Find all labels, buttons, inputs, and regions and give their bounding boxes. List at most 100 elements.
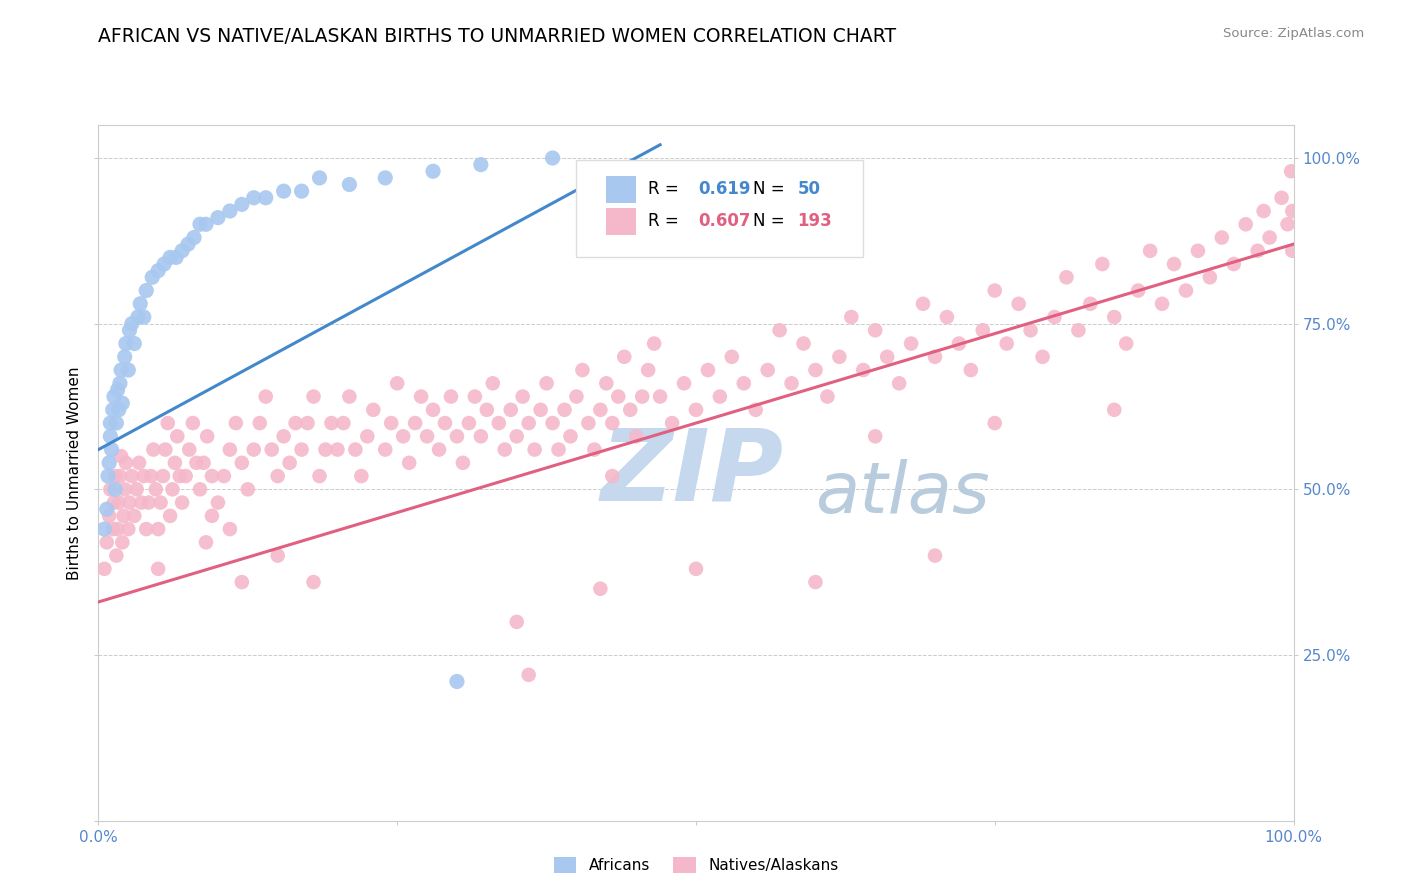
Point: [114, 483, 136, 497]
Point: [411, 390, 433, 404]
Point: [124, 508, 146, 523]
Point: [108, 376, 131, 391]
Point: [828, 350, 851, 364]
Point: [148, 522, 170, 536]
Point: [138, 495, 160, 509]
Point: [512, 390, 534, 404]
Point: [536, 376, 558, 391]
Point: [936, 310, 959, 324]
Point: [541, 151, 564, 165]
Point: [595, 376, 617, 391]
Point: [1211, 230, 1233, 244]
Point: [212, 469, 235, 483]
Point: [297, 416, 319, 430]
Point: [1150, 297, 1173, 311]
Point: [344, 442, 367, 457]
Text: 50: 50: [797, 180, 821, 198]
Point: [129, 297, 152, 311]
Point: [1198, 270, 1220, 285]
Point: [1187, 244, 1209, 258]
Point: [193, 456, 215, 470]
Point: [637, 363, 659, 377]
Point: [1281, 244, 1303, 258]
Point: [1253, 204, 1275, 219]
Point: [315, 442, 337, 457]
Point: [166, 429, 188, 443]
Point: [267, 549, 290, 563]
Point: [174, 469, 197, 483]
Point: [380, 416, 402, 430]
Point: [127, 310, 149, 324]
Point: [547, 442, 569, 457]
Point: [291, 442, 314, 457]
Point: [721, 350, 744, 364]
Point: [427, 442, 450, 457]
Point: [446, 674, 468, 689]
Point: [112, 508, 135, 523]
FancyBboxPatch shape: [606, 209, 637, 235]
Point: [121, 469, 143, 483]
Point: [924, 549, 946, 563]
Point: [350, 469, 373, 483]
Text: N =: N =: [754, 212, 790, 230]
Point: [169, 469, 191, 483]
Point: [111, 396, 134, 410]
Point: [321, 416, 343, 430]
Point: [1281, 204, 1303, 219]
Point: [398, 456, 420, 470]
Point: [124, 336, 146, 351]
Point: [207, 211, 229, 225]
Point: [188, 217, 211, 231]
Point: [560, 429, 582, 443]
Point: [195, 429, 218, 443]
Point: [709, 390, 731, 404]
Point: [194, 217, 218, 231]
Text: R =: R =: [648, 180, 685, 198]
Point: [602, 416, 624, 430]
Point: [93, 522, 115, 536]
Point: [470, 429, 492, 443]
Point: [98, 508, 121, 523]
Point: [188, 483, 211, 497]
Point: [103, 390, 125, 404]
Point: [114, 350, 136, 364]
Point: [135, 284, 157, 298]
Point: [141, 270, 163, 285]
Point: [863, 429, 887, 443]
Point: [385, 376, 409, 391]
Point: [98, 483, 122, 497]
Text: 0.607: 0.607: [699, 212, 751, 230]
Point: [110, 363, 132, 377]
Point: [661, 416, 683, 430]
Point: [626, 429, 648, 443]
Point: [179, 442, 201, 457]
Point: [356, 429, 378, 443]
Point: [863, 323, 887, 337]
Point: [104, 483, 127, 497]
Point: [107, 402, 129, 417]
Point: [186, 456, 208, 470]
Point: [260, 442, 283, 457]
Point: [583, 442, 606, 457]
Point: [148, 562, 170, 576]
Point: [494, 442, 516, 457]
Point: [745, 402, 768, 417]
Point: [93, 562, 115, 576]
Point: [804, 363, 827, 377]
Point: [1019, 323, 1042, 337]
Point: [149, 495, 172, 509]
Text: ZIP: ZIP: [600, 425, 783, 521]
Point: [183, 230, 205, 244]
Point: [107, 522, 129, 536]
Point: [972, 323, 994, 337]
Point: [607, 390, 630, 404]
Point: [148, 263, 170, 277]
Point: [446, 429, 468, 443]
Point: [613, 350, 636, 364]
Point: [219, 204, 242, 219]
Point: [404, 416, 426, 430]
Point: [155, 442, 177, 457]
Point: [243, 442, 266, 457]
Point: [517, 416, 540, 430]
Point: [152, 469, 174, 483]
